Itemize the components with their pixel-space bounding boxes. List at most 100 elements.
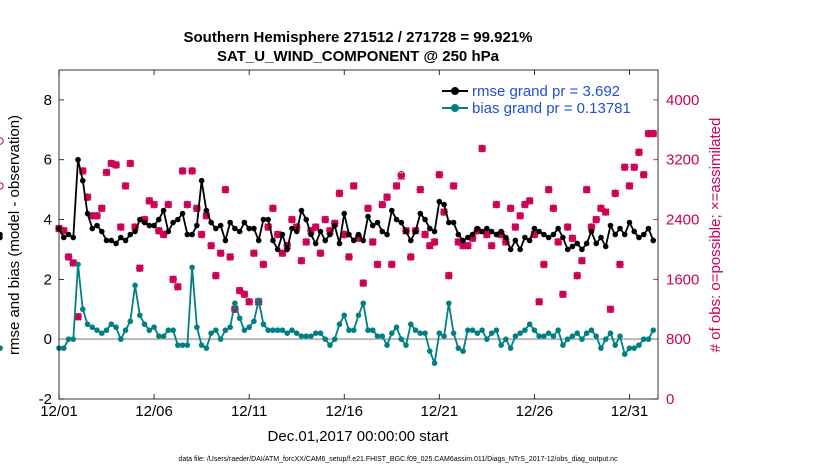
rmse-point — [564, 246, 571, 253]
rmse-point — [322, 237, 329, 244]
rmse-point — [503, 234, 509, 241]
rmse-point — [541, 231, 547, 238]
bias-point — [341, 312, 348, 319]
bias-point — [550, 333, 557, 339]
obs-assimilated-point — [78, 167, 87, 175]
rmse-point — [60, 234, 67, 241]
bias-point — [388, 330, 395, 337]
rmse-point — [146, 222, 153, 229]
obs-assimilated-point — [93, 211, 101, 220]
obs-assimilated-point — [354, 234, 363, 243]
obs-assimilated-point — [359, 279, 368, 287]
rmse-point — [189, 231, 195, 238]
rmse-point — [469, 231, 476, 238]
bias-point — [626, 345, 633, 351]
y-tick-right-label: 4000 — [666, 92, 699, 109]
obs-assimilated-point — [597, 204, 605, 213]
rmse-point — [198, 177, 205, 184]
bias-point — [146, 327, 153, 334]
rmse-point — [113, 240, 119, 247]
bias-point — [446, 300, 452, 307]
x-tick-label: 12/06 — [135, 403, 173, 420]
bias-point — [284, 330, 290, 337]
rmse-point — [569, 243, 576, 250]
bias-point — [312, 330, 319, 337]
obs-assimilated-point — [416, 185, 425, 194]
rmse-point — [460, 237, 466, 244]
rmse-point — [550, 231, 557, 238]
rmse-point — [441, 201, 447, 208]
rmse-point — [517, 246, 523, 253]
obs-assimilated-point — [235, 286, 244, 295]
rmse-point — [141, 219, 148, 226]
bias-point — [455, 345, 462, 351]
obs-assimilated-point — [226, 253, 234, 261]
obs-assimilated-point — [406, 253, 415, 261]
rmse-point — [203, 207, 210, 214]
rmse-point — [227, 219, 233, 226]
rmse-point — [621, 231, 628, 238]
obs-assimilated-point — [59, 226, 68, 235]
obs-assimilated-point — [273, 230, 282, 239]
bias-point — [417, 330, 424, 337]
y-tick-right-label: 1600 — [666, 271, 699, 288]
obs-assimilated-point — [345, 253, 353, 261]
bias-point — [640, 336, 647, 342]
obs-assimilated-point — [454, 238, 463, 246]
rmse-point — [369, 222, 376, 229]
bias-point — [113, 324, 119, 331]
obs-assimilated-point — [616, 260, 624, 269]
bias-point — [189, 264, 195, 271]
obs-assimilated-point — [326, 226, 334, 235]
bias-point — [588, 327, 595, 334]
rmse-point — [179, 210, 186, 217]
bias-point — [274, 327, 281, 334]
obs-assimilated-point — [193, 204, 201, 213]
x-tick-label: 12/11 — [231, 403, 267, 420]
bias-point — [322, 336, 329, 342]
bias-point — [484, 336, 490, 342]
obs-assimilated-point — [373, 260, 382, 269]
bias-point — [545, 330, 552, 337]
rmse-point — [545, 234, 552, 241]
bias-point — [84, 321, 91, 328]
obs-assimilated-point — [264, 223, 273, 231]
bias-point — [179, 342, 186, 348]
rmse-point — [598, 234, 604, 241]
rmse-point — [379, 228, 386, 235]
obs-assimilated-point — [387, 260, 396, 269]
obs-assimilated-point — [568, 234, 577, 243]
obs-assimilated-point — [259, 260, 268, 269]
obs-assimilated-point — [639, 170, 648, 179]
rmse-point — [156, 216, 162, 223]
rmse-point — [645, 225, 652, 232]
obs-assimilated-point — [245, 297, 253, 306]
y-tick-right-label: 800 — [666, 331, 691, 348]
rmse-point — [284, 246, 290, 253]
bias-point — [160, 333, 167, 339]
chart-title: Southern Hemisphere 271512 / 271728 = 99… — [184, 29, 533, 46]
obs-assimilated-point — [554, 238, 563, 246]
rmse-point — [588, 228, 595, 235]
x-tick-label: 12/16 — [325, 403, 363, 420]
obs-assimilated-point — [459, 241, 467, 250]
rmse-point — [602, 243, 609, 250]
legend-item-bias: bias grand pr = 0.13781 — [442, 100, 631, 117]
legend-item-rmse: rmse grand pr = 3.692 — [442, 83, 620, 100]
bias-point — [612, 342, 619, 348]
rmse-point — [137, 216, 143, 223]
bias-point — [246, 324, 252, 331]
obs-assimilated-point — [316, 249, 325, 258]
bias-point — [650, 327, 657, 334]
rmse-point — [236, 228, 243, 235]
rmse-point — [626, 219, 633, 226]
obs-assimilated-point — [221, 185, 230, 194]
bias-point — [579, 336, 585, 342]
rmse-point — [583, 240, 590, 247]
bias-point — [631, 345, 638, 351]
rmse-point — [232, 225, 238, 232]
rmse-point — [122, 237, 129, 244]
rmse-point — [279, 231, 286, 238]
obs-assimilated-point — [197, 230, 206, 239]
rmse-point — [265, 216, 271, 223]
